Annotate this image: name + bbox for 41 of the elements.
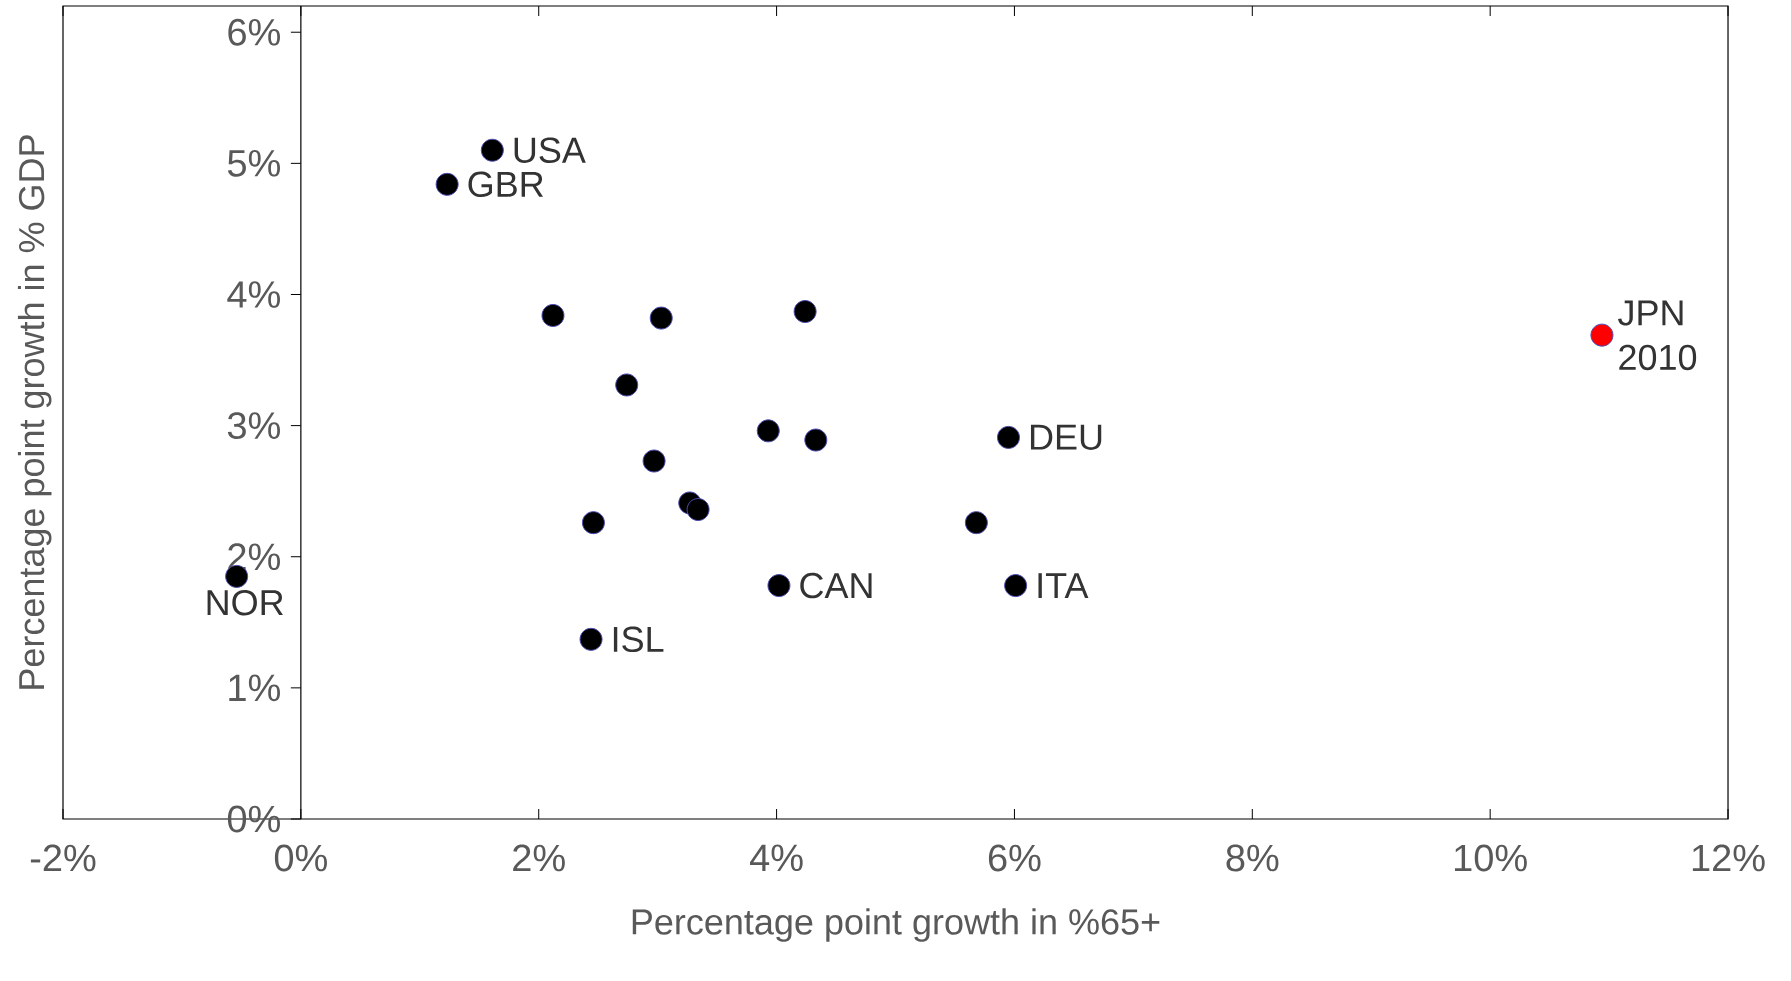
annotation: NOR	[207, 589, 283, 616]
x-tick-label: 4%	[749, 844, 803, 872]
x-tick-label: 6%	[988, 844, 1041, 872]
point	[756, 419, 780, 443]
point	[541, 303, 565, 327]
y-axis-title: Percentage point growth in % GDP	[17, 135, 52, 689]
point	[579, 627, 603, 651]
y-tick-label: 4%	[227, 281, 280, 308]
annotation: GBR	[468, 171, 544, 198]
y-tick-label: 5%	[227, 149, 280, 177]
point	[686, 498, 710, 522]
x-tick-label: 8%	[1226, 844, 1279, 872]
point	[996, 425, 1020, 449]
point	[804, 428, 828, 452]
annotation: JPN	[1618, 300, 1683, 326]
annotation: USA	[514, 137, 586, 163]
point	[649, 306, 673, 330]
annotation: DEU	[1030, 424, 1102, 450]
x-tick-label: 10%	[1455, 844, 1527, 872]
point	[642, 449, 666, 473]
x-axis-title: Percentage point growth in %65+	[632, 908, 1160, 942]
annotation: 2010	[1619, 344, 1697, 371]
point	[793, 300, 817, 324]
point	[581, 511, 605, 535]
y-tick-label: 1%	[229, 674, 280, 702]
point	[1590, 323, 1614, 347]
point	[964, 511, 988, 535]
x-tick-label: 0%	[274, 844, 327, 872]
point	[615, 373, 639, 397]
point	[767, 574, 791, 598]
x-tick-label: -2%	[30, 844, 96, 872]
annotation: CAN	[800, 572, 872, 599]
point	[480, 138, 504, 162]
point	[435, 172, 459, 196]
y-tick-label: 6%	[228, 18, 280, 46]
annotation: ITA	[1038, 573, 1089, 598]
point	[1004, 574, 1028, 598]
x-tick-label: 2%	[513, 844, 565, 872]
x-tick-label: 12%	[1692, 844, 1765, 872]
y-tick-label: 3%	[227, 412, 280, 440]
annotation: ISL	[613, 626, 664, 653]
